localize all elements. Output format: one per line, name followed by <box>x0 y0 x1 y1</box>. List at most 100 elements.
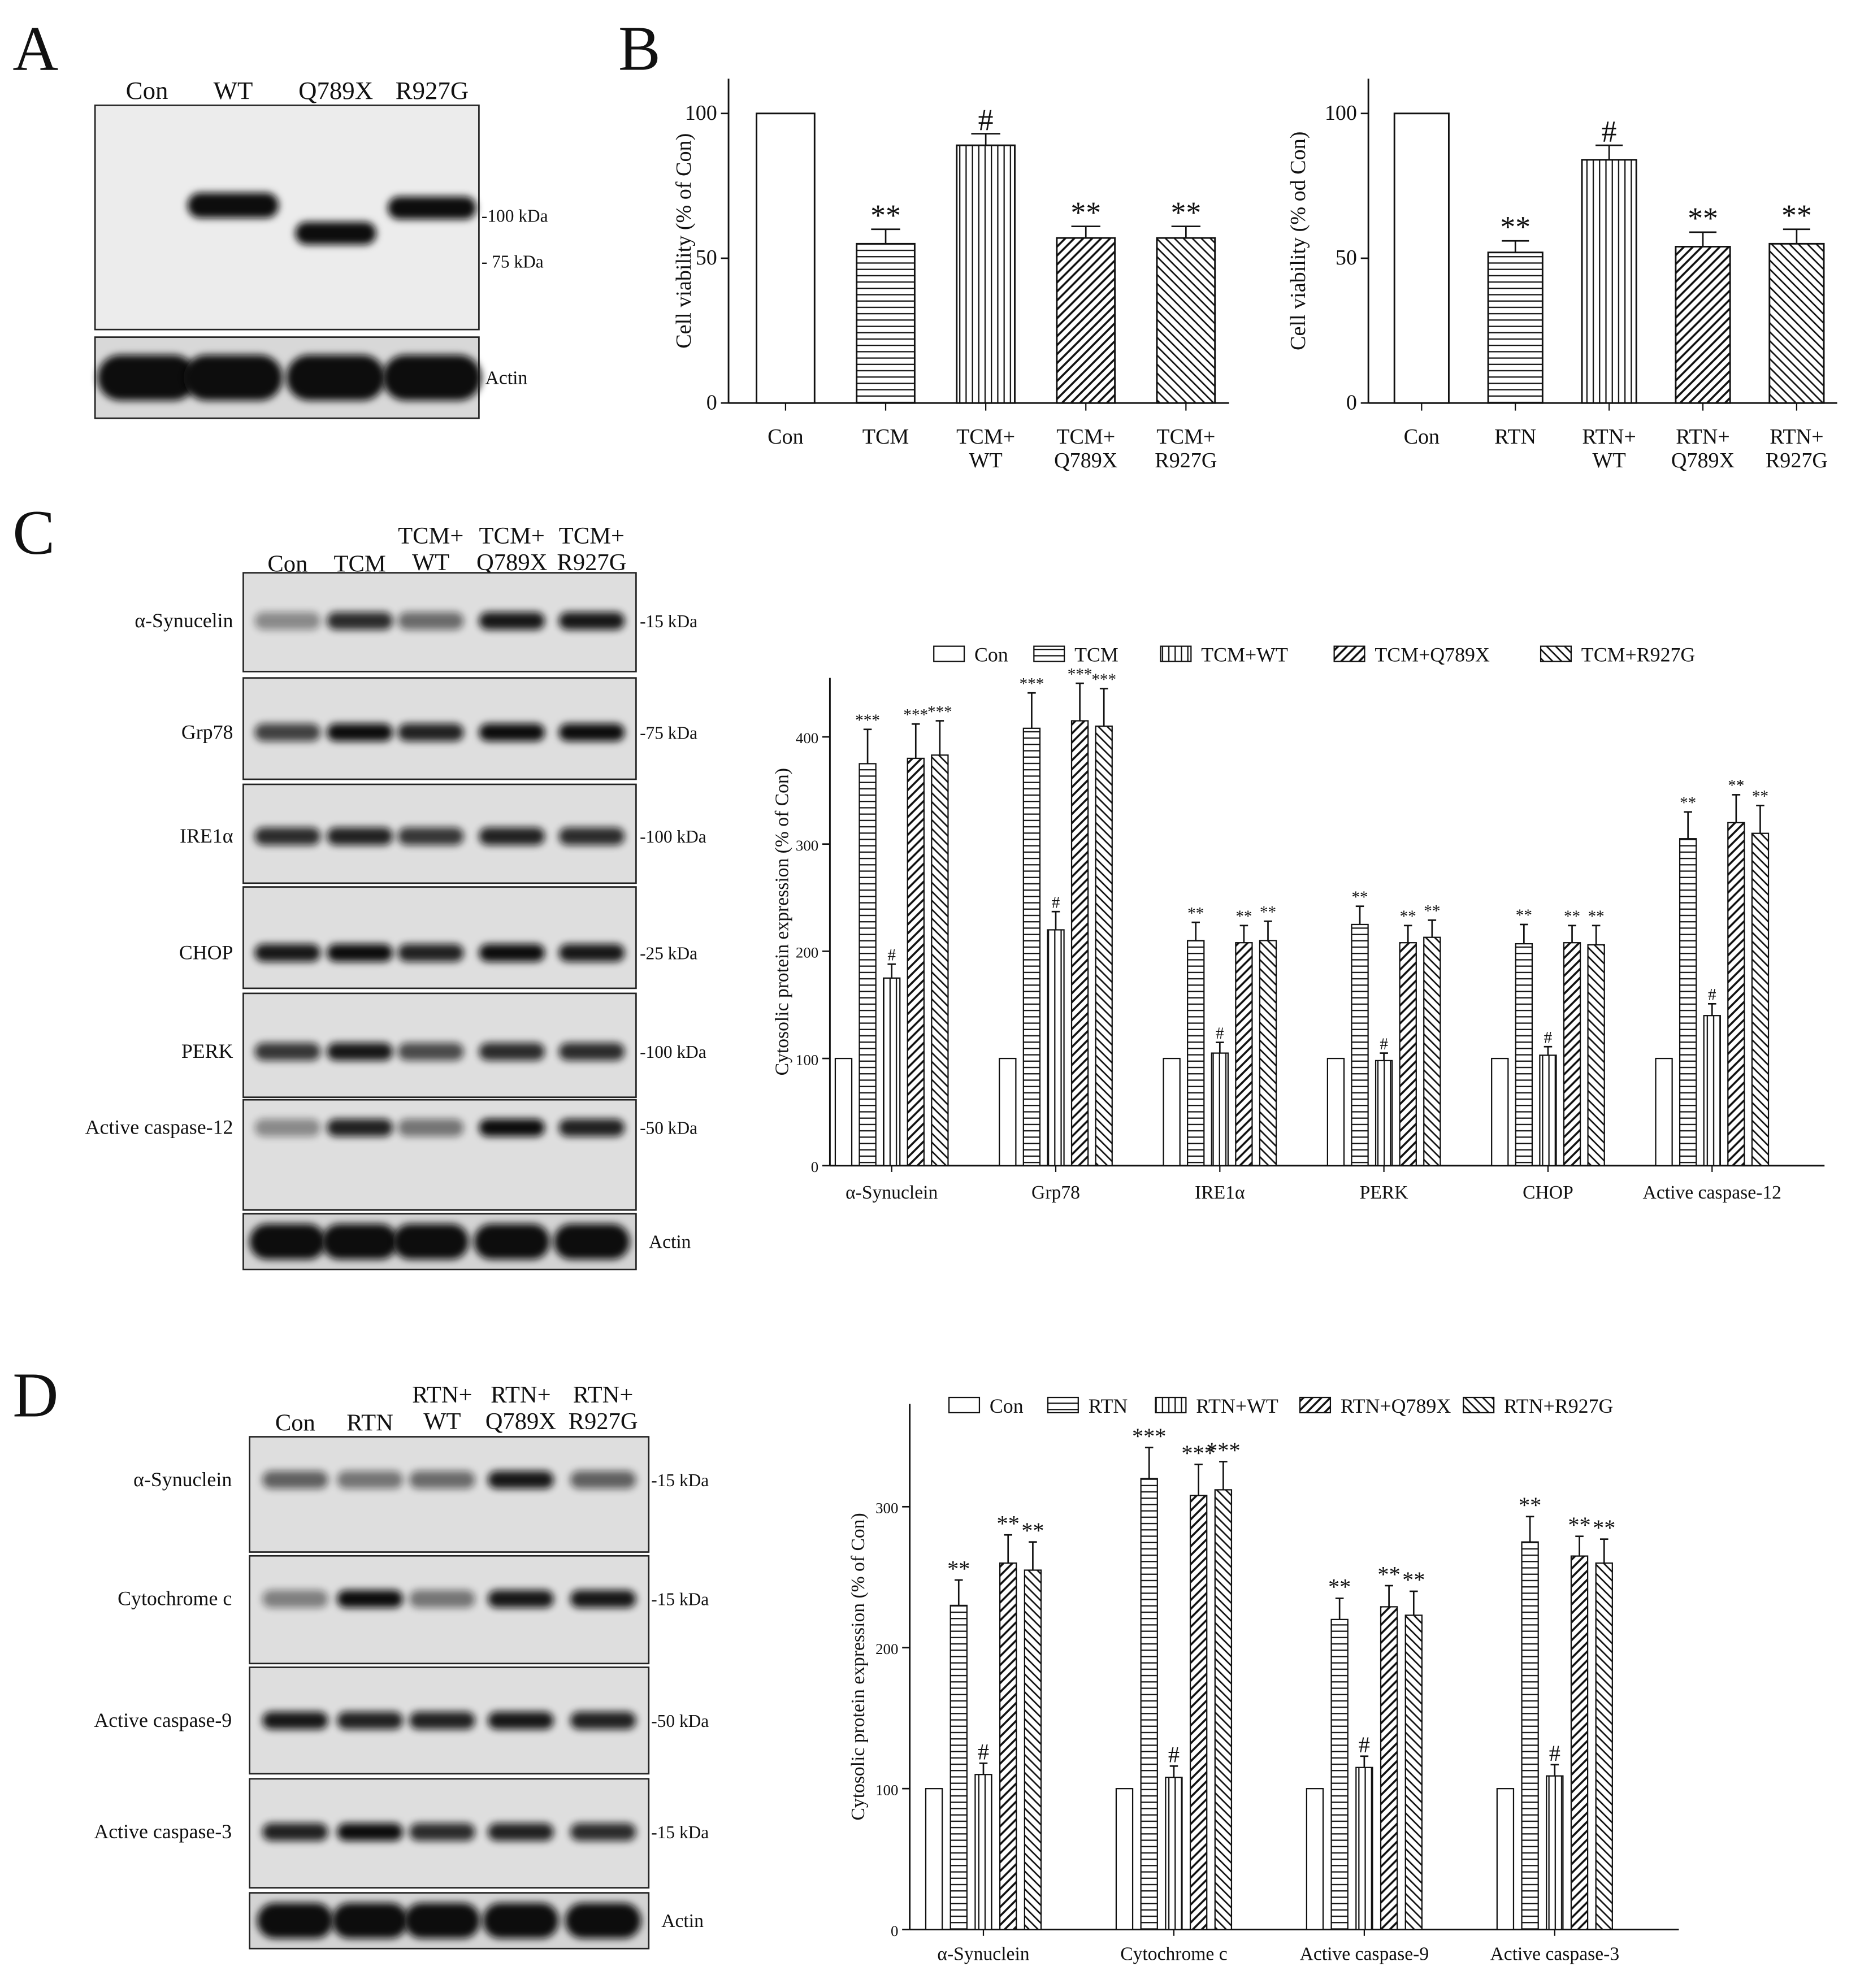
significance-label: *** <box>1091 671 1116 689</box>
significance-label: ** <box>1500 210 1531 244</box>
legend-label: TCM+WT <box>1201 644 1288 666</box>
significance-label: ** <box>1170 196 1201 229</box>
blot-frame <box>249 1555 650 1665</box>
significance-label: *** <box>903 706 928 724</box>
legend-swatch <box>1299 1396 1332 1414</box>
bar <box>1351 923 1369 1166</box>
legend-swatch <box>1540 645 1572 662</box>
lane-label: Con <box>126 76 168 105</box>
blot-band <box>409 1823 475 1841</box>
bar <box>1393 112 1450 404</box>
blot-band <box>383 354 482 401</box>
bar <box>1355 1766 1373 1930</box>
x-tick-label: RTN+ R927G <box>1766 425 1828 472</box>
significance-label: *** <box>927 703 952 721</box>
row-label: Cytochrome c <box>118 1587 232 1610</box>
blot-band <box>558 827 625 845</box>
blot-band <box>479 1043 545 1061</box>
blot-band <box>570 1590 636 1608</box>
lane-label: WT <box>214 76 253 105</box>
significance-label: # <box>1216 1025 1224 1043</box>
blot-band <box>332 1903 408 1939</box>
row-label: α-Synuclein <box>133 1468 232 1491</box>
blot-band <box>409 1471 475 1489</box>
blot-band <box>337 1590 403 1608</box>
significance-label: ** <box>1752 788 1768 806</box>
significance-label: ** <box>1680 794 1696 812</box>
blot-band <box>387 196 476 220</box>
legend-swatch <box>1160 645 1192 662</box>
lane-label: R927G <box>396 76 469 105</box>
blot-band <box>254 723 321 741</box>
significance-label: ** <box>1235 908 1252 926</box>
legend-label: RTN+Q789X <box>1341 1395 1451 1417</box>
marker-label: -100 kDa <box>482 206 548 226</box>
blot-band <box>474 1223 550 1260</box>
bar <box>1140 1478 1158 1930</box>
blot-band <box>337 1823 403 1841</box>
bar <box>1570 1555 1589 1930</box>
significance-label: ** <box>1187 904 1204 922</box>
x-tick-label: Active caspase-9 <box>1300 1943 1429 1964</box>
bar <box>1115 1788 1134 1930</box>
legend-swatch <box>1463 1396 1495 1414</box>
significance-label: # <box>887 946 896 964</box>
x-tick-label: Cytochrome c <box>1120 1943 1227 1964</box>
blot-band <box>397 1043 464 1061</box>
blot-band <box>397 723 464 741</box>
significance-label: ** <box>1021 1518 1044 1543</box>
bar <box>859 763 877 1166</box>
marker-label: -75 kDa <box>640 723 697 743</box>
bar <box>1768 242 1825 404</box>
bar <box>1727 822 1745 1166</box>
x-tick-label: PERK <box>1360 1182 1408 1203</box>
bar <box>1487 251 1544 404</box>
blot-band <box>397 1118 464 1137</box>
blot-band <box>327 612 393 630</box>
bar <box>834 1057 853 1166</box>
bar <box>1165 1777 1183 1930</box>
bar <box>1675 246 1731 404</box>
significance-label: ** <box>1328 1574 1351 1600</box>
x-tick-label: TCM+ R927G <box>1155 425 1217 472</box>
blot-band <box>479 1118 545 1137</box>
y-axis-label: Cell viability (% od Con) <box>1286 132 1310 350</box>
significance-label: ** <box>1424 902 1440 921</box>
bar <box>1491 1057 1509 1166</box>
y-tick-label: 0 <box>706 390 717 414</box>
row-label: PERK <box>181 1040 233 1062</box>
blot-band <box>397 944 464 962</box>
bar <box>931 754 949 1166</box>
significance-label: *** <box>1132 1423 1167 1449</box>
significance-label: # <box>1052 893 1060 911</box>
blot-frame <box>242 1099 637 1211</box>
significance-label: ** <box>1688 201 1718 235</box>
blot-band <box>254 1118 321 1137</box>
blot-band <box>488 1823 554 1841</box>
significance-label: *** <box>1181 1440 1216 1466</box>
y-tick-label: 100 <box>796 1051 818 1068</box>
significance-label: # <box>1168 1742 1180 1768</box>
significance-label: # <box>978 103 994 137</box>
blot-band <box>558 723 625 741</box>
legend-label: TCM+Q789X <box>1375 644 1490 666</box>
blot-band <box>327 1118 393 1137</box>
significance-label: ** <box>1568 1512 1590 1538</box>
blot-band <box>404 1903 480 1939</box>
bar <box>1496 1788 1515 1930</box>
bar <box>925 1788 943 1930</box>
blot-band <box>262 1471 328 1489</box>
significance-label: # <box>1602 114 1617 148</box>
blot-band <box>327 944 393 962</box>
blot-band <box>184 354 283 401</box>
bar <box>1189 1495 1208 1930</box>
row-label: Active caspase-9 <box>94 1709 232 1731</box>
significance-label: *** <box>1020 675 1044 693</box>
marker-label: -15 kDa <box>651 1470 709 1490</box>
x-tick-label: CHOP <box>1523 1182 1573 1203</box>
bar <box>1306 1788 1324 1930</box>
bar <box>999 1562 1017 1930</box>
significance-label: ** <box>1588 908 1605 926</box>
significance-label: ** <box>1070 196 1101 229</box>
significance-label: ** <box>1351 888 1368 906</box>
